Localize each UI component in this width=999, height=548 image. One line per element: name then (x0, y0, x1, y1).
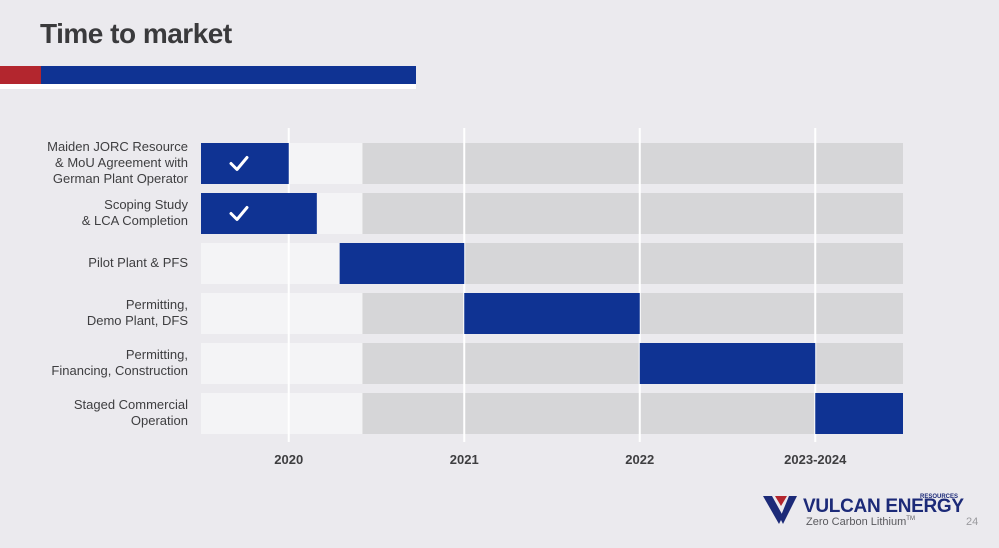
task-label: Scoping Study & LCA Completion (81, 196, 188, 228)
logo-tagline: Zero Carbon LithiumTM (806, 516, 915, 528)
row-background-future (362, 343, 904, 384)
task-bar (464, 293, 640, 334)
task-bar (201, 143, 289, 184)
task-bar (639, 343, 816, 384)
row-background-past (201, 393, 363, 434)
row-background-future (362, 143, 904, 184)
task-label: Staged Commercial Operation (73, 396, 188, 428)
checkmark-icon (229, 206, 249, 221)
gridline (814, 128, 817, 442)
row-background-past (201, 243, 363, 284)
row-background-past (201, 293, 363, 334)
checkmark-icon (229, 156, 249, 171)
page-title: Time to market (40, 18, 232, 49)
accent-bar-red (0, 66, 41, 84)
x-tick-label: 2023-2024 (784, 452, 847, 467)
vulcan-logo-icon (763, 496, 797, 524)
row-background-past (201, 343, 363, 384)
task-bar (339, 243, 465, 284)
task-label: Pilot Plant & PFS (88, 254, 188, 270)
logo-trademark: TM (906, 516, 915, 522)
logo-resources: RESOURCES (920, 494, 959, 500)
row-background-future (362, 393, 904, 434)
page-number: 24 (966, 516, 979, 528)
task-label: Permitting, Demo Plant, DFS (86, 296, 188, 328)
task-label: Maiden JORC Resource & MoU Agreement wit… (47, 138, 188, 186)
accent-bar-underline (0, 84, 416, 89)
x-tick-label: 2021 (450, 452, 479, 467)
logo-tagline-text: Zero Carbon Lithium (806, 516, 907, 528)
task-bar (201, 193, 317, 234)
gridline (287, 128, 290, 442)
x-tick-label: 2022 (625, 452, 654, 467)
x-tick-label: 2020 (274, 452, 303, 467)
gridline (638, 128, 641, 442)
task-bar (815, 393, 903, 434)
task-label: Permitting, Financing, Construction (51, 346, 188, 378)
row-background-future (362, 193, 904, 234)
gridline (463, 128, 466, 442)
accent-bar-blue (41, 66, 416, 84)
logo-brand: VULCAN ENERGY (803, 496, 964, 517)
